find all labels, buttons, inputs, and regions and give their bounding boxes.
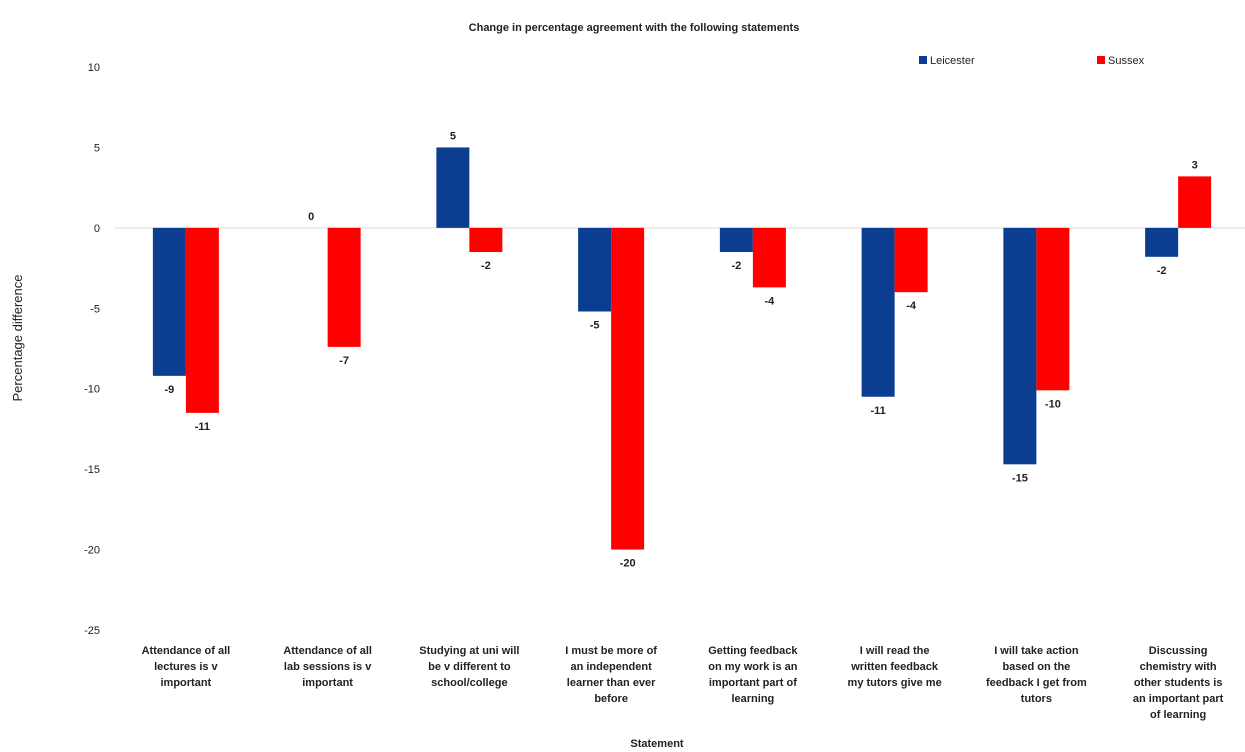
- category-label: Attendance of all lab sessions is v import…: [283, 645, 372, 689]
- value-label-leicester: -15: [1012, 472, 1028, 484]
- bar-sussex: [1036, 227, 1070, 391]
- bar-sussex: [469, 227, 503, 252]
- value-label-leicester: -9: [164, 384, 174, 396]
- bar-sussex: [752, 227, 786, 288]
- y-tick-label: 0: [94, 223, 100, 235]
- y-tick-label: 10: [88, 62, 100, 74]
- legend-swatch-leicester: [919, 56, 927, 64]
- value-labels: -9 -11 0 -7 5 -2 -5 -20 -2 -4 -11 -4 -15 -10 -2 3: [164, 130, 1197, 569]
- value-label-sussex: -7: [339, 355, 349, 367]
- bars: [152, 147, 1212, 550]
- bar-leicester: [578, 227, 612, 312]
- category-label: Getting feedback on my work is an importan…: [708, 645, 798, 705]
- y-tick-label: -20: [84, 545, 100, 557]
- value-label-sussex: -2: [481, 260, 491, 272]
- chart-title: Change in percentage agreement with the …: [469, 22, 800, 34]
- legend-swatch-sussex: [1097, 56, 1105, 64]
- bar-leicester: [861, 227, 895, 397]
- legend: Leicester Sussex: [919, 55, 1145, 67]
- category-label: I will take action based on the feedback I…: [986, 645, 1087, 705]
- y-axis-ticks: 10 5 0 -5 -10 -15 -20 -25: [84, 62, 100, 637]
- y-axis-label: Percentage difference: [10, 275, 25, 402]
- bar-sussex: [327, 227, 361, 347]
- value-label-sussex: 3: [1192, 159, 1198, 171]
- y-tick-label: -10: [84, 384, 100, 396]
- bar-leicester: [1003, 227, 1037, 465]
- category-label: Attendance of all lectures is v important: [142, 645, 231, 689]
- category-label: Discussing chemistry with other students i…: [1133, 645, 1224, 721]
- y-tick-label: -5: [90, 303, 100, 315]
- bar-leicester: [1145, 227, 1179, 257]
- value-label-leicester: -2: [1157, 265, 1167, 277]
- bar-sussex: [611, 227, 645, 550]
- x-axis-label: Statement: [630, 738, 684, 750]
- y-tick-label: 5: [94, 142, 100, 154]
- value-label-leicester: 0: [308, 211, 314, 223]
- value-label-leicester: 5: [450, 130, 456, 142]
- value-label-leicester: -2: [731, 260, 741, 272]
- category-labels: Attendance of all lectures is v important A…: [142, 645, 1224, 721]
- legend-label-sussex: Sussex: [1108, 55, 1145, 67]
- value-label-leicester: -11: [870, 405, 885, 417]
- y-tick-label: -15: [84, 464, 100, 476]
- bar-leicester: [152, 227, 186, 376]
- category-label: I will read the written feedback my tutors…: [848, 645, 942, 689]
- value-label-sussex: -20: [620, 558, 636, 570]
- category-label: Studying at uni will be v different to sch…: [419, 645, 519, 689]
- value-label-leicester: -5: [590, 320, 600, 332]
- bar-leicester: [436, 147, 470, 228]
- value-label-sussex: -4: [906, 300, 917, 312]
- category-label: I must be more of an independent learner t…: [565, 645, 657, 705]
- bar-sussex: [1178, 176, 1212, 228]
- value-label-sussex: -4: [764, 295, 775, 307]
- bar-leicester: [719, 227, 753, 252]
- bar-sussex: [185, 227, 219, 413]
- value-label-sussex: -10: [1045, 398, 1061, 410]
- bar-sussex: [894, 227, 928, 293]
- legend-label-leicester: Leicester: [930, 55, 975, 67]
- y-tick-label: -25: [84, 625, 100, 637]
- value-label-sussex: -11: [195, 421, 210, 433]
